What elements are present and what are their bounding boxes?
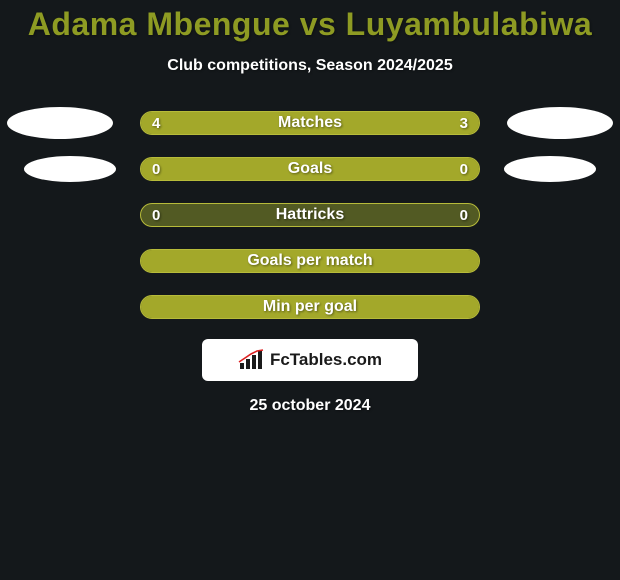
stat-label: Goals per match xyxy=(247,252,372,270)
stat-row: Hattricks00 xyxy=(0,203,620,227)
stat-bar: Min per goal xyxy=(140,295,480,319)
subtitle: Club competitions, Season 2024/2025 xyxy=(0,57,620,75)
stat-value-right: 0 xyxy=(140,157,480,181)
player-marker-left xyxy=(7,107,113,139)
player-marker-left xyxy=(24,156,116,182)
watermark-box: FcTables.com xyxy=(202,339,418,381)
player-marker-right xyxy=(507,107,613,139)
page-title: Adama Mbengue vs Luyambulabiwa xyxy=(0,0,620,43)
comparison-infographic: Adama Mbengue vs Luyambulabiwa Club comp… xyxy=(0,0,620,580)
stat-value-right: 3 xyxy=(140,111,480,135)
stat-rows: Matches43 Goals00 Hattricks00 Goals per mat… xyxy=(0,111,620,319)
stat-row: Goals00 xyxy=(0,157,620,181)
date-text: 25 october 2024 xyxy=(0,397,620,415)
stat-row: Matches43 xyxy=(0,111,620,135)
stat-value-right: 0 xyxy=(140,203,480,227)
bar-chart-icon xyxy=(238,349,264,371)
stat-row: Min per goal xyxy=(0,295,620,319)
stat-row: Goals per match xyxy=(0,249,620,273)
stat-label: Min per goal xyxy=(263,298,357,316)
player-marker-right xyxy=(504,156,596,182)
stat-bar: Goals per match xyxy=(140,249,480,273)
watermark-text: FcTables.com xyxy=(270,350,382,370)
